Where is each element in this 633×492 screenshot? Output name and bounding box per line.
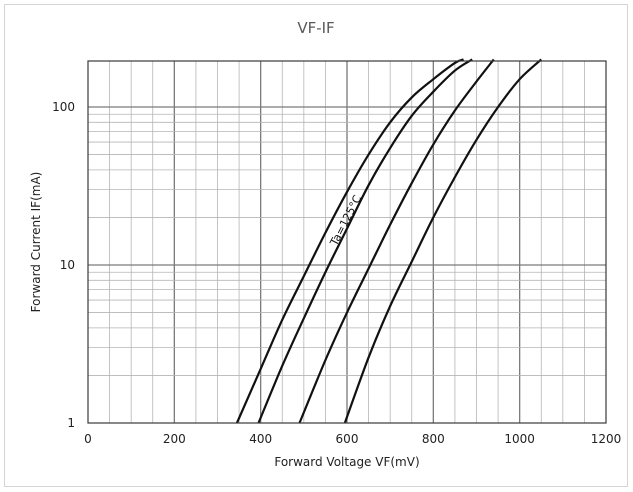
y-axis-label: Forward Current IF(mA) — [29, 172, 43, 313]
series-line-4 — [343, 58, 542, 424]
x-tick-label: 200 — [163, 432, 186, 446]
x-tick-label: 400 — [249, 432, 272, 446]
x-tick-label: 1000 — [504, 432, 535, 446]
series-line-1 — [235, 58, 464, 424]
y-tick-label: 10 — [60, 258, 75, 272]
x-tick-label: 600 — [336, 432, 359, 446]
x-tick-labels: 0 200 400 600 800 1000 1200 — [84, 432, 621, 446]
x-tick-label: 800 — [422, 432, 445, 446]
chart-frame — [4, 4, 628, 487]
x-tick-label: 1200 — [591, 432, 622, 446]
y-tick-labels: 1 10 100 — [52, 100, 75, 430]
series-group — [235, 58, 542, 424]
y-tick-label: 100 — [52, 100, 75, 114]
series-line-3 — [298, 58, 495, 424]
plot-area — [87, 60, 607, 424]
series-line-2 — [257, 58, 473, 424]
chart-title: VF-IF — [297, 19, 334, 37]
grid — [88, 61, 606, 423]
y-tick-label: 1 — [67, 416, 75, 430]
x-tick-label: 0 — [84, 432, 92, 446]
x-axis-label: Forward Voltage VF(mV) — [274, 455, 419, 469]
